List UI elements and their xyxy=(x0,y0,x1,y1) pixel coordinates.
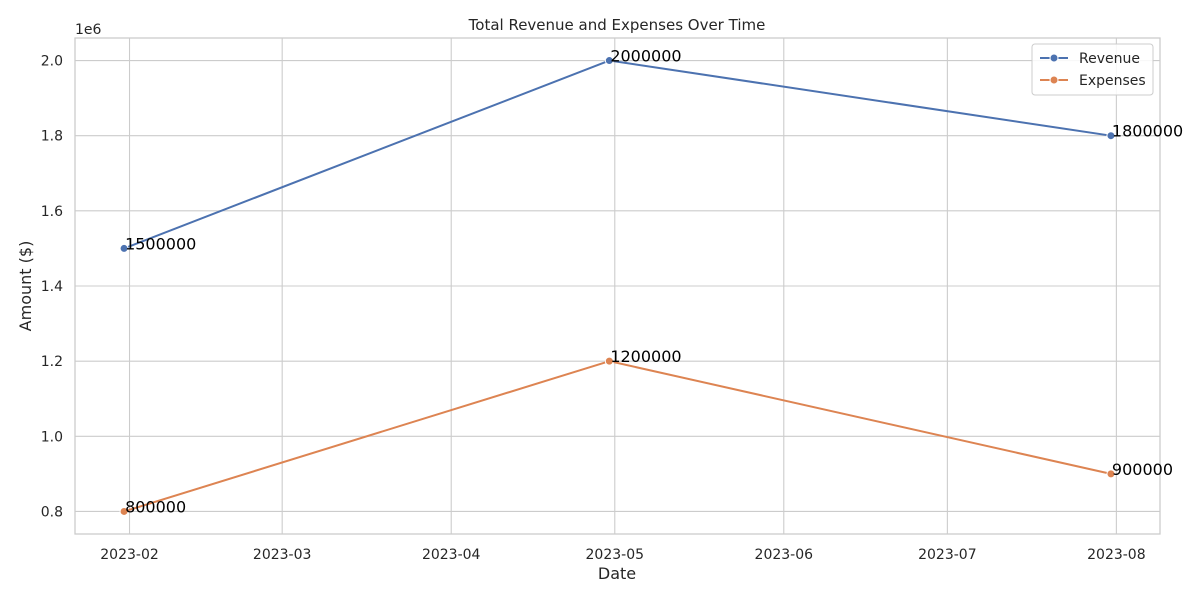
y-tick-label: 1.2 xyxy=(41,354,63,370)
data-point xyxy=(119,506,129,516)
data-label: 900000 xyxy=(1112,460,1173,479)
data-point xyxy=(119,243,129,253)
y-tick-label: 1.6 xyxy=(41,204,63,220)
legend[interactable]: Revenue Expenses xyxy=(1031,43,1154,96)
plot-frame xyxy=(74,37,1161,535)
y-axis-title: Amount ($) xyxy=(16,241,35,332)
data-point xyxy=(604,356,614,366)
legend-box xyxy=(1031,43,1154,96)
x-tick-label: 2023-02 xyxy=(100,547,159,563)
data-label: 1500000 xyxy=(125,234,196,253)
legend-marker xyxy=(1049,75,1059,85)
y-tick-label: 2.0 xyxy=(41,54,63,70)
x-axis-title: Date xyxy=(598,564,636,583)
data-point xyxy=(604,56,614,66)
x-tick-label: 2023-08 xyxy=(1087,547,1146,563)
data-label: 1200000 xyxy=(610,347,681,366)
series-line-revenue xyxy=(123,59,1112,250)
legend-items: Revenue Expenses xyxy=(1040,51,1146,89)
x-tick-label: 2023-05 xyxy=(586,547,645,563)
y-tick-label: 1.4 xyxy=(41,279,63,295)
data-point xyxy=(1106,469,1116,479)
x-tick-label: 2023-04 xyxy=(422,547,481,563)
data-label: 2000000 xyxy=(610,47,681,66)
series-layer xyxy=(119,56,1116,516)
x-tick-label: 2023-03 xyxy=(253,547,312,563)
data-label: 1800000 xyxy=(1112,122,1183,141)
legend-marker xyxy=(1049,53,1059,63)
legend-label: Revenue xyxy=(1079,51,1140,67)
data-label-layer: 1500000 2000000 1800000 800000 1200000 900000 xyxy=(125,47,1183,517)
y-tick-label: 0.8 xyxy=(41,504,63,520)
tick-label-layer: 2023-02 2023-03 2023-04 2023-05 2023-06 2023-… xyxy=(41,54,1146,563)
x-tick-label: 2023-07 xyxy=(918,547,977,563)
data-point xyxy=(1106,131,1116,141)
y-tick-label: 1.8 xyxy=(41,129,63,145)
grid-layer xyxy=(75,38,1160,534)
y-offset-label: 1e6 xyxy=(75,22,102,38)
x-tick-label: 2023-06 xyxy=(755,547,814,563)
y-tick-label: 1.0 xyxy=(41,429,63,445)
data-label: 800000 xyxy=(125,497,186,516)
legend-label: Expenses xyxy=(1079,73,1146,89)
chart-title: Total Revenue and Expenses Over Time xyxy=(468,16,766,34)
